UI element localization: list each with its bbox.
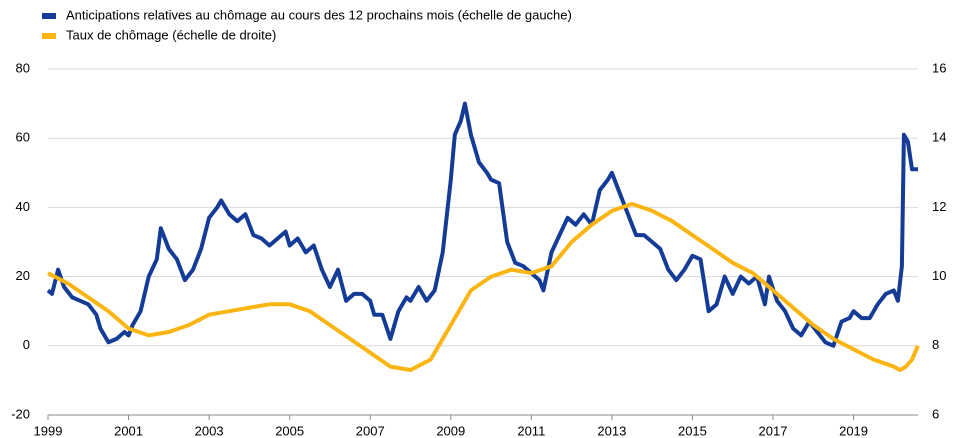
y-tick-label: 40 [16,199,30,214]
series-line [46,101,918,348]
y2-tick-label: 14 [932,130,946,145]
y2-tick-label: 8 [932,337,939,352]
y-tick-label: 0 [23,337,30,352]
y-tick-label: 20 [16,268,30,283]
x-tick-label: 2019 [839,423,868,438]
y2-tick-label: 12 [932,199,946,214]
x-tick-label: 2009 [436,423,465,438]
legend-swatch [42,33,56,39]
y2-tick-label: 16 [932,60,946,75]
legend-label: Taux de chômage (échelle de droite) [66,27,276,42]
x-tick-label: 2015 [678,423,707,438]
series-line [47,201,920,372]
x-tick-label: 2017 [759,423,788,438]
x-tick-label: 2007 [356,423,385,438]
y-tick-label: -20 [11,406,30,421]
legend-label: Anticipations relatives au chômage au co… [66,7,572,22]
x-tick-label: 2005 [275,423,304,438]
x-tick-label: 1999 [34,423,63,438]
x-tick-label: 2013 [597,423,626,438]
y2-tick-label: 6 [932,406,939,421]
x-tick-label: 2003 [195,423,224,438]
y-tick-label: 60 [16,130,30,145]
x-tick-label: 2011 [517,423,545,438]
legend-swatch [42,13,56,19]
y2-tick-label: 10 [932,268,946,283]
x-tick-label: 2001 [114,423,143,438]
y-tick-label: 80 [16,60,30,75]
